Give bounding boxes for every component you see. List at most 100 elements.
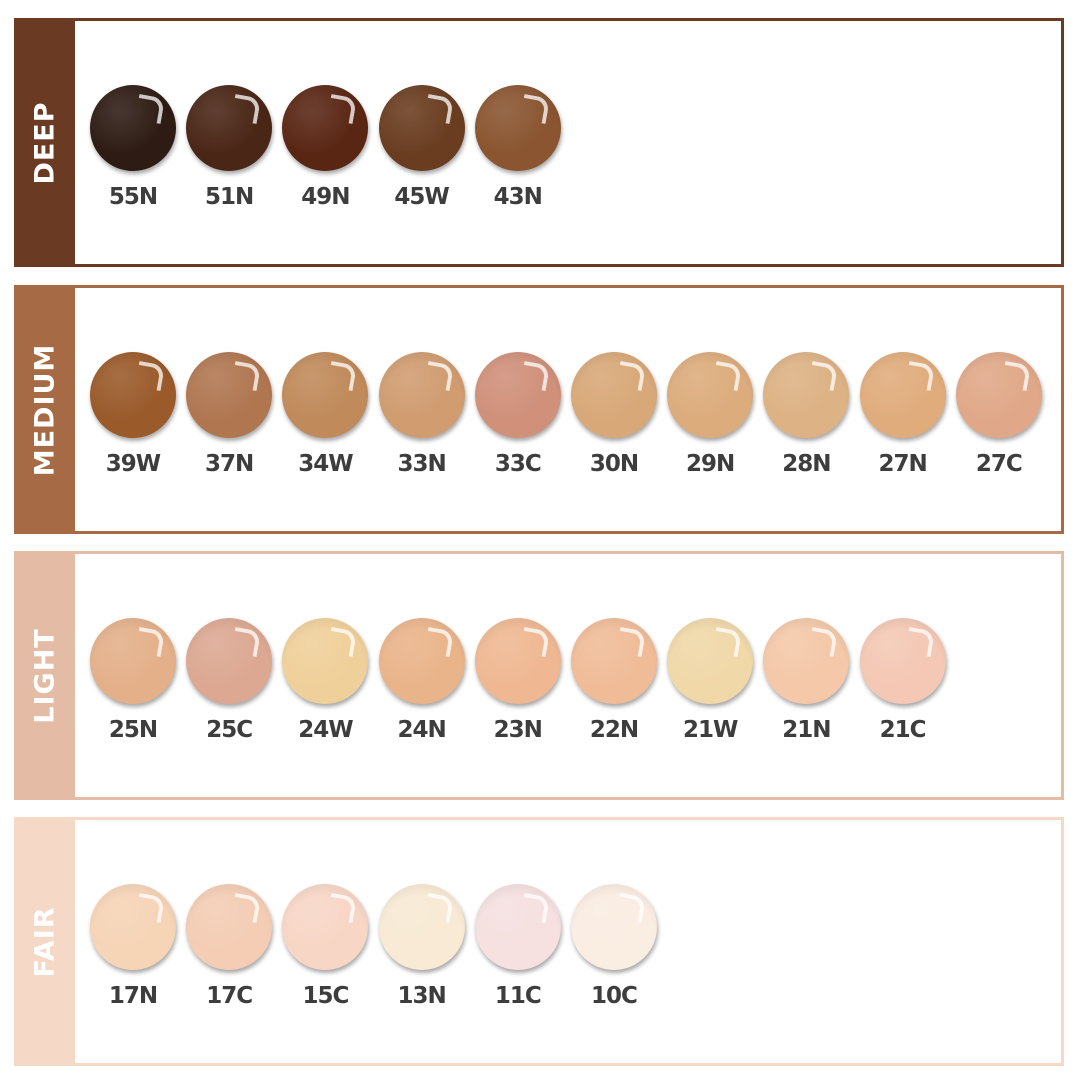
shade-code: 11C bbox=[494, 983, 542, 1009]
shade-color-dot bbox=[90, 884, 176, 970]
shade-swatch[interactable]: 43N bbox=[470, 21, 566, 264]
shade-code: 27N bbox=[878, 451, 927, 477]
shade-color-dot bbox=[667, 618, 754, 704]
shade-swatch[interactable]: 45W bbox=[374, 21, 470, 264]
shade-color-dot bbox=[378, 352, 465, 438]
shade-color-dot bbox=[282, 884, 369, 970]
shade-swatch[interactable]: 51N bbox=[181, 21, 277, 264]
shade-color-dot bbox=[282, 618, 369, 704]
shade-code: 22N bbox=[589, 717, 639, 743]
shade-code: 13N bbox=[397, 983, 446, 1009]
group-label-band: MEDIUM bbox=[14, 285, 75, 534]
shade-code: 27C bbox=[975, 451, 1023, 477]
shade-code: 29N bbox=[686, 451, 735, 477]
shade-swatch[interactable]: 11C bbox=[470, 820, 566, 1063]
shade-code: 37N bbox=[205, 451, 254, 477]
shade-color-dot bbox=[474, 352, 561, 438]
shade-code: 17N bbox=[108, 983, 158, 1009]
shade-color-dot bbox=[474, 618, 561, 704]
group-label-band: FAIR bbox=[14, 817, 75, 1066]
shade-swatch[interactable]: 17C bbox=[181, 820, 277, 1063]
shade-code: 21W bbox=[682, 717, 738, 743]
shade-swatch[interactable]: 22N bbox=[566, 554, 662, 797]
shade-swatch[interactable]: 21N bbox=[758, 554, 854, 797]
shade-swatch[interactable]: 15C bbox=[277, 820, 373, 1063]
group-label-band: DEEP bbox=[14, 18, 75, 267]
shade-code: 10C bbox=[591, 983, 638, 1009]
shade-color-dot bbox=[955, 352, 1042, 438]
shade-swatch[interactable]: 25C bbox=[181, 554, 277, 797]
shade-code: 33N bbox=[397, 451, 446, 477]
shade-code: 23N bbox=[493, 717, 543, 743]
shade-swatch[interactable]: 33C bbox=[470, 288, 566, 531]
shade-swatch[interactable]: 21W bbox=[662, 554, 758, 797]
shade-group-medium: MEDIUM 39W 37N 34W 33N 33C 30N 29N 28N 27N 27C bbox=[14, 285, 1064, 534]
shade-group-deep: DEEP 55N 51N 49N 45W 43N bbox=[14, 18, 1064, 267]
shade-code: 25C bbox=[206, 717, 253, 743]
shade-swatch[interactable]: 33N bbox=[374, 288, 470, 531]
shade-color-dot bbox=[282, 352, 369, 438]
shade-code: 39W bbox=[105, 451, 161, 477]
group-label: LIGHT bbox=[29, 627, 60, 724]
shade-code: 15C bbox=[302, 983, 349, 1009]
shade-code: 25N bbox=[108, 717, 158, 743]
shade-color-dot bbox=[474, 85, 561, 171]
shade-swatch[interactable]: 25N bbox=[85, 554, 181, 797]
shade-swatch[interactable]: 21C bbox=[855, 554, 951, 797]
shade-code: 43N bbox=[493, 184, 543, 210]
group-label-band: LIGHT bbox=[14, 551, 75, 800]
shade-code: 24W bbox=[298, 717, 353, 743]
shade-color-dot bbox=[186, 352, 273, 438]
shade-swatch[interactable]: 10C bbox=[566, 820, 662, 1063]
group-label: MEDIUM bbox=[29, 343, 60, 476]
shade-color-dot bbox=[186, 618, 273, 704]
shade-code: 51N bbox=[205, 184, 254, 210]
shade-code: 34W bbox=[298, 451, 353, 477]
shade-color-dot bbox=[90, 618, 176, 704]
shade-color-dot bbox=[282, 85, 369, 171]
shade-code: 21C bbox=[879, 717, 927, 743]
shade-color-dot bbox=[763, 618, 850, 704]
shade-swatch[interactable]: 27C bbox=[951, 288, 1047, 531]
shade-color-dot bbox=[90, 85, 176, 171]
shade-color-dot bbox=[571, 352, 657, 438]
shade-group-light: LIGHT 25N 25C 24W 24N 23N 22N 21W 21N 21C bbox=[14, 551, 1064, 800]
shade-group-fair: FAIR 17N 17C 15C 13N 11C 10C bbox=[14, 817, 1064, 1066]
shade-swatch[interactable]: 37N bbox=[181, 288, 277, 531]
shade-color-dot bbox=[763, 352, 850, 438]
shade-color-dot bbox=[90, 352, 176, 438]
shade-code: 28N bbox=[782, 451, 831, 477]
shade-swatch[interactable]: 49N bbox=[277, 21, 373, 264]
shade-swatch[interactable]: 39W bbox=[85, 288, 181, 531]
shade-swatch[interactable]: 28N bbox=[758, 288, 854, 531]
shade-color-dot bbox=[186, 85, 273, 171]
shade-swatch[interactable]: 30N bbox=[566, 288, 662, 531]
shade-swatch[interactable]: 27N bbox=[855, 288, 951, 531]
shade-color-dot bbox=[571, 884, 657, 970]
shade-color-dot bbox=[378, 85, 465, 171]
shade-code: 21N bbox=[782, 717, 831, 743]
shade-color-dot bbox=[859, 618, 946, 704]
group-label: FAIR bbox=[29, 905, 60, 978]
shade-swatch[interactable]: 24W bbox=[277, 554, 373, 797]
shade-swatch[interactable]: 23N bbox=[470, 554, 566, 797]
shade-swatch[interactable]: 34W bbox=[277, 288, 373, 531]
shade-code: 17C bbox=[206, 983, 253, 1009]
shade-color-dot bbox=[859, 352, 946, 438]
shade-swatch[interactable]: 13N bbox=[374, 820, 470, 1063]
shade-code: 30N bbox=[589, 451, 639, 477]
group-label: DEEP bbox=[29, 100, 60, 185]
shade-code: 24N bbox=[397, 717, 446, 743]
shade-swatch[interactable]: 17N bbox=[85, 820, 181, 1063]
shade-code: 55N bbox=[108, 184, 158, 210]
shade-color-dot bbox=[474, 884, 561, 970]
shade-color-dot bbox=[378, 884, 465, 970]
shade-color-dot bbox=[667, 352, 754, 438]
shade-color-dot bbox=[186, 884, 273, 970]
shade-swatch[interactable]: 24N bbox=[374, 554, 470, 797]
shade-color-dot bbox=[378, 618, 465, 704]
shade-code: 33C bbox=[494, 451, 542, 477]
shade-swatch[interactable]: 29N bbox=[662, 288, 758, 531]
shade-color-dot bbox=[571, 618, 657, 704]
shade-swatch[interactable]: 55N bbox=[85, 21, 181, 264]
